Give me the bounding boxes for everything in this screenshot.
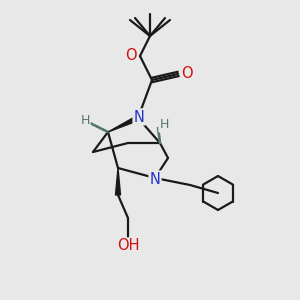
Polygon shape	[108, 116, 139, 132]
Text: O: O	[181, 65, 193, 80]
Text: N: N	[150, 172, 160, 187]
Text: H: H	[80, 115, 90, 128]
Text: O: O	[125, 49, 137, 64]
Text: H: H	[159, 118, 169, 131]
Polygon shape	[116, 168, 121, 195]
Text: N: N	[134, 110, 144, 124]
Text: OH: OH	[117, 238, 139, 253]
